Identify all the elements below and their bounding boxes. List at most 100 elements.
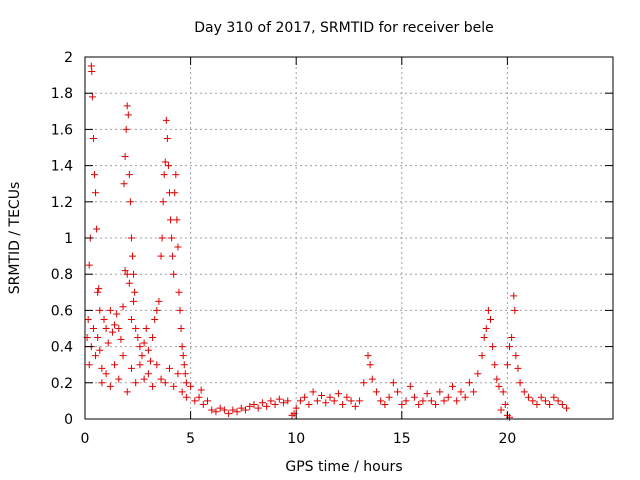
y-tick-label: 1.6 (51, 122, 73, 138)
data-point (212, 408, 220, 416)
y-tick-label: 0.4 (51, 340, 73, 356)
y-tick-label: 0.8 (51, 267, 73, 283)
data-point (89, 325, 97, 332)
data-point (127, 364, 135, 372)
data-point (461, 393, 469, 401)
data-point (258, 399, 266, 407)
data-point (482, 325, 490, 332)
data-point (448, 382, 456, 390)
data-point (123, 388, 131, 396)
x-tick-label: 15 (393, 431, 411, 447)
y-tick-label: 0 (64, 412, 73, 428)
data-point (122, 125, 130, 133)
data-point (512, 352, 520, 360)
data-point (173, 216, 181, 224)
chart-title: Day 310 of 2017, SRMTID for receiver bel… (194, 20, 493, 36)
data-point (88, 93, 96, 101)
data-point (119, 303, 127, 311)
data-point (88, 67, 96, 75)
data-point (516, 379, 524, 387)
data-point (93, 225, 101, 233)
data-point (301, 393, 309, 401)
data-point (377, 397, 385, 405)
data-point (108, 328, 116, 336)
data-point (151, 315, 159, 323)
data-point (491, 361, 499, 369)
data-point (175, 288, 183, 296)
data-point (493, 375, 501, 383)
data-point (170, 270, 178, 278)
data-point (126, 198, 134, 206)
data-point (525, 393, 533, 401)
data-point (550, 393, 558, 401)
data-point (489, 343, 497, 351)
data-point (436, 388, 444, 396)
data-point (284, 397, 292, 405)
data-point (503, 361, 511, 369)
x-tick-label: 20 (498, 431, 516, 447)
data-point (296, 397, 304, 405)
data-point (394, 388, 402, 396)
data-point (563, 404, 571, 412)
data-point (168, 234, 176, 242)
data-point (280, 399, 288, 407)
data-point (263, 402, 271, 410)
data-point (165, 364, 173, 372)
data-point (497, 406, 505, 414)
y-tick-label: 0.6 (51, 303, 73, 319)
y-tick-label: 1.8 (51, 86, 73, 102)
data-point (129, 252, 137, 260)
data-point (134, 334, 142, 342)
data-point (203, 397, 211, 405)
data-point (120, 180, 128, 188)
data-point (104, 339, 112, 347)
data-point (157, 375, 165, 383)
data-point (160, 171, 168, 179)
data-point (125, 279, 133, 287)
data-point (250, 401, 258, 409)
data-point (131, 288, 139, 296)
data-point (182, 393, 190, 401)
data-point (181, 370, 189, 378)
data-point (444, 393, 452, 401)
data-point (98, 364, 106, 372)
data-point (541, 397, 549, 405)
data-point (554, 397, 562, 405)
data-point (199, 401, 207, 409)
data-point (520, 388, 528, 396)
data-point (339, 401, 347, 409)
data-point (95, 285, 103, 293)
data-point (171, 189, 179, 197)
data-point (415, 401, 423, 409)
data-point (398, 401, 406, 409)
data-point (167, 216, 175, 224)
data-point (233, 408, 241, 416)
data-point (130, 270, 138, 278)
data-point (191, 397, 199, 405)
data-point (271, 401, 279, 409)
data-point (111, 361, 119, 369)
data-point (372, 388, 380, 396)
data-point (511, 306, 519, 314)
data-point (220, 406, 228, 414)
data-point (119, 352, 127, 360)
x-tick-label: 10 (287, 431, 305, 447)
data-point (356, 397, 364, 405)
data-point (138, 352, 146, 360)
data-point (92, 352, 100, 360)
data-point (91, 171, 99, 179)
data-point (453, 397, 461, 405)
data-point (176, 306, 184, 314)
data-point (347, 397, 355, 405)
data-point (96, 306, 104, 314)
data-point (440, 397, 448, 405)
data-point (146, 357, 154, 365)
data-point (140, 375, 148, 383)
data-point (149, 334, 157, 342)
y-tick-label: 1.4 (51, 159, 73, 175)
data-point (155, 297, 163, 305)
data-point (140, 339, 148, 347)
grid-lines (85, 57, 613, 419)
data-point (100, 315, 108, 323)
